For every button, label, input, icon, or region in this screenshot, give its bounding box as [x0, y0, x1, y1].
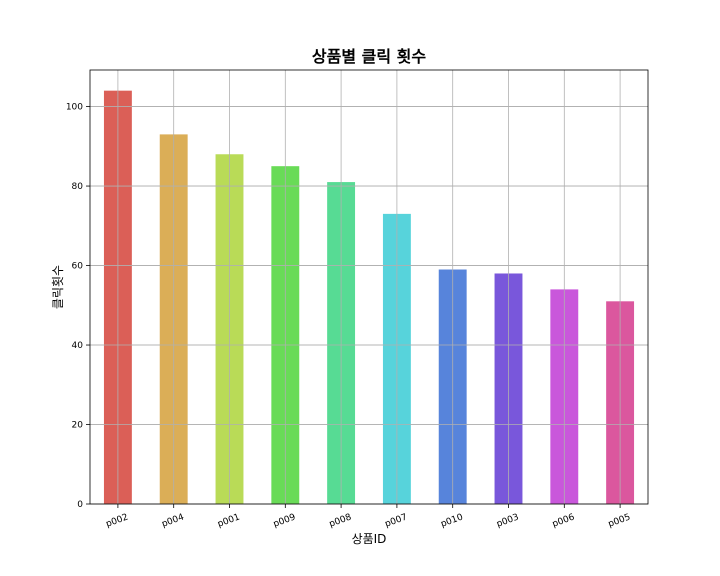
x-tick-label: p006: [551, 512, 576, 529]
x-tick-label: p009: [272, 512, 297, 529]
x-tick-label: p010: [440, 512, 465, 529]
y-axis-ticks: 0 20 40 60 80 100: [66, 103, 90, 510]
y-tick-label: 20: [72, 421, 84, 431]
y-tick-label: 40: [72, 341, 84, 351]
x-tick-label: p001: [216, 513, 241, 530]
plot-frame: [89, 69, 649, 505]
x-tick-label: p007: [384, 513, 409, 530]
chart-title: 상품별 클릭 횟수: [312, 47, 426, 66]
y-axis-label: 클릭횟수: [51, 265, 65, 309]
y-tick-label: 100: [66, 103, 83, 113]
bar-layer: [90, 90, 648, 505]
x-tick-label: p003: [495, 513, 520, 530]
x-tick-label: p008: [328, 512, 353, 529]
x-axis-label: 상품ID: [352, 532, 387, 546]
x-tick-label: p005: [607, 513, 632, 530]
x-tick-label: p002: [105, 513, 130, 530]
x-tick-label: p004: [161, 512, 186, 529]
y-tick-label: 80: [72, 182, 84, 192]
y-tick-label: 60: [72, 262, 84, 272]
x-axis-ticks: p002 p004 p001 p009 p008 p007 p010 p003 p006 p005: [105, 504, 632, 530]
y-tick-label: 0: [77, 500, 83, 510]
